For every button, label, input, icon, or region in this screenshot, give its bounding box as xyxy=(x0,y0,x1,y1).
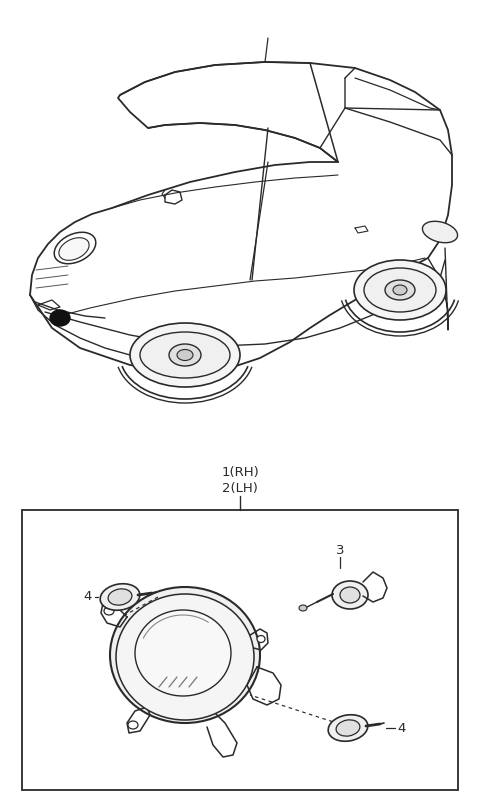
Ellipse shape xyxy=(130,323,240,387)
Ellipse shape xyxy=(299,605,307,611)
Ellipse shape xyxy=(100,584,140,610)
Text: 3: 3 xyxy=(336,544,344,557)
Ellipse shape xyxy=(104,607,114,615)
Text: 2(LH): 2(LH) xyxy=(222,481,258,494)
Ellipse shape xyxy=(54,232,96,264)
Ellipse shape xyxy=(364,268,436,312)
Ellipse shape xyxy=(257,636,265,642)
Ellipse shape xyxy=(393,285,407,295)
Ellipse shape xyxy=(169,344,201,366)
Text: 4: 4 xyxy=(398,722,406,735)
Bar xyxy=(22,510,458,790)
Ellipse shape xyxy=(140,332,230,378)
Ellipse shape xyxy=(116,594,254,720)
Ellipse shape xyxy=(422,222,457,243)
Ellipse shape xyxy=(332,581,368,609)
Ellipse shape xyxy=(354,260,446,320)
Ellipse shape xyxy=(59,238,89,260)
Ellipse shape xyxy=(108,589,132,605)
Ellipse shape xyxy=(50,310,70,326)
Ellipse shape xyxy=(385,280,415,300)
Ellipse shape xyxy=(135,610,231,696)
Ellipse shape xyxy=(177,349,193,361)
Ellipse shape xyxy=(336,720,360,736)
Text: 1(RH): 1(RH) xyxy=(221,465,259,478)
Ellipse shape xyxy=(340,587,360,603)
Ellipse shape xyxy=(128,721,138,729)
Ellipse shape xyxy=(110,587,260,723)
Ellipse shape xyxy=(328,714,368,741)
Text: 4: 4 xyxy=(84,591,92,604)
